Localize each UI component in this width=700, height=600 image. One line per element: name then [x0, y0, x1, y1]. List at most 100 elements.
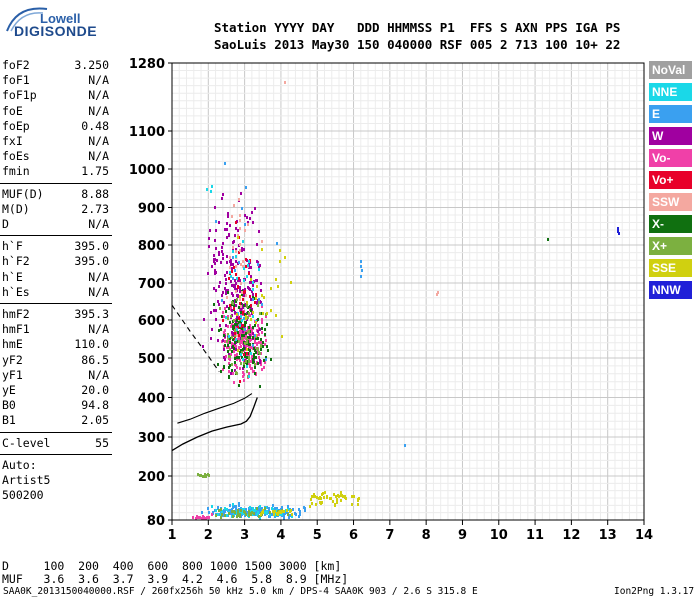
- param-value: N/A: [88, 134, 109, 148]
- echo-point-w: [226, 222, 228, 225]
- echo-point-vo: [237, 326, 239, 329]
- echo-point-x: [252, 296, 254, 299]
- echo-point-vo: [261, 305, 263, 308]
- echo-point-w: [232, 263, 234, 266]
- echo-point-w: [214, 258, 216, 261]
- echo-point-sse: [255, 297, 257, 300]
- echo-point-x: [241, 337, 243, 340]
- echo-point-vo: [255, 294, 257, 297]
- echo-point-nnw: [617, 227, 619, 230]
- echo-point-w: [260, 282, 262, 285]
- echo-point-w: [223, 348, 225, 351]
- echo-point-x: [246, 303, 248, 306]
- echo-point-e: [303, 506, 305, 509]
- echo-point-vo: [236, 366, 238, 369]
- echo-point-x: [244, 355, 246, 358]
- echo-point-w: [225, 289, 227, 292]
- echo-point-ssw: [232, 246, 234, 249]
- param-label: D: [2, 217, 9, 231]
- echo-point-x: [265, 356, 267, 359]
- echo-point-vo: [228, 370, 230, 373]
- echo-point-x: [218, 329, 220, 332]
- echo-point-sse: [334, 504, 336, 507]
- echo-point-vo: [231, 342, 233, 345]
- echo-point-x: [253, 347, 255, 350]
- echo-point-e: [404, 444, 406, 447]
- echo-point-sse: [261, 248, 263, 251]
- echo-point-vo: [235, 273, 237, 276]
- echo-point-w: [224, 274, 226, 277]
- echo-point-x: [260, 348, 262, 351]
- echo-point-x: [245, 321, 247, 324]
- echo-point-vo: [250, 367, 252, 370]
- echo-point-x: [249, 349, 251, 352]
- legend-item-ssw: SSW: [649, 193, 692, 211]
- echo-point-nne: [232, 503, 234, 506]
- echo-point-nne: [221, 510, 223, 513]
- param-row: D N/A: [2, 217, 109, 231]
- echo-point-ssw: [241, 291, 243, 294]
- echo-point-x: [254, 363, 256, 366]
- echo-point-x: [234, 341, 236, 344]
- echo-point-w: [251, 290, 253, 293]
- echo-point-vo: [223, 315, 225, 318]
- echo-point-ssw: [240, 263, 242, 266]
- echo-point-vo: [206, 516, 208, 519]
- echo-point-vo: [227, 315, 229, 318]
- echo-point-w: [209, 229, 211, 232]
- echo-point-x: [240, 349, 242, 352]
- echo-point-ssw: [235, 250, 237, 253]
- echo-point-w: [257, 330, 259, 333]
- echo-point-w: [234, 311, 236, 314]
- echo-point-sse: [263, 296, 265, 299]
- echo-point-sse: [357, 503, 359, 506]
- echo-point-x: [228, 307, 230, 310]
- echo-point-vo: [192, 516, 194, 519]
- echo-point-w: [218, 251, 220, 254]
- echo-point-vo: [235, 221, 237, 224]
- x-tick-label: 7: [385, 528, 394, 543]
- echo-point-e: [298, 508, 300, 511]
- echo-point-w: [231, 292, 233, 295]
- echo-point-sse: [321, 493, 323, 496]
- echo-point-e: [298, 515, 300, 518]
- echo-point-nne: [240, 511, 242, 514]
- echo-point-ssw: [239, 243, 241, 246]
- echo-point-vo: [251, 355, 253, 358]
- echo-point-w: [224, 358, 226, 361]
- param-label: h`F2: [2, 254, 30, 269]
- echo-point-w: [242, 306, 244, 309]
- echo-point-vo: [261, 331, 263, 334]
- echo-point-w: [235, 227, 237, 230]
- echo-point-x: [252, 326, 254, 329]
- echo-point-vo: [238, 347, 240, 350]
- echo-point-x: [232, 325, 234, 328]
- echo-point-w: [225, 292, 227, 295]
- echo-point-vo: [224, 340, 226, 343]
- echo-point-w: [222, 339, 224, 342]
- echo-point-vo: [242, 324, 244, 327]
- echo-point-x: [232, 327, 234, 330]
- echo-point-sse: [283, 510, 285, 513]
- echo-point-e: [252, 344, 254, 347]
- echo-point-x: [241, 327, 243, 330]
- echo-point-vo: [234, 354, 236, 357]
- echo-point-e: [229, 504, 231, 507]
- echo-point-w: [208, 245, 210, 248]
- echo-point-vo: [227, 325, 229, 328]
- param-row: hmF2 395.3: [2, 307, 109, 321]
- echo-point-x: [241, 351, 243, 354]
- echo-point-w: [214, 206, 216, 209]
- echo-point-nne: [248, 375, 250, 378]
- echo-point-nne: [217, 513, 219, 516]
- echo-point-vo: [208, 516, 210, 519]
- echo-point-x: [254, 349, 256, 352]
- echo-point-x: [232, 345, 234, 348]
- echo-point-x: [248, 356, 250, 359]
- echo-point-w: [240, 192, 242, 195]
- echo-point-x: [261, 327, 263, 330]
- echo-point-w: [258, 266, 260, 269]
- echo-point-w: [237, 229, 239, 232]
- echo-point-nne: [259, 505, 261, 508]
- echo-point-x: [239, 513, 241, 516]
